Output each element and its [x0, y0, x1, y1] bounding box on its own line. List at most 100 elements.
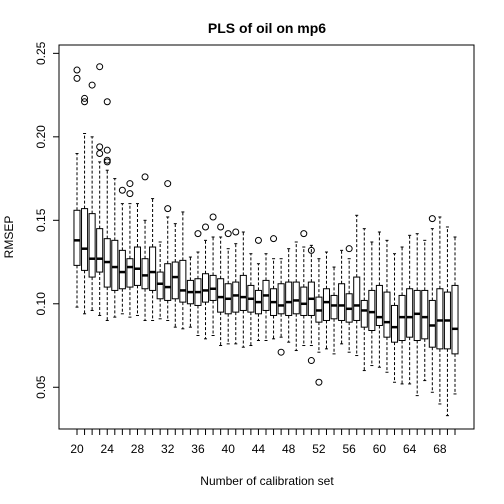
- x-axis-label: Number of calibration set: [200, 474, 334, 488]
- x-tick-label: 20: [70, 442, 84, 456]
- outlier-point: [232, 228, 240, 236]
- outlier-point: [73, 66, 81, 74]
- box-40: [224, 230, 232, 345]
- box-iqr: [171, 261, 179, 300]
- box-20: [73, 66, 81, 308]
- box-53: [322, 251, 331, 350]
- box-51: [307, 244, 315, 365]
- y-axis: 0.05 0.10 0.15 0.20 0.25: [34, 41, 59, 399]
- outlier-point: [194, 230, 202, 238]
- box-iqr: [330, 294, 338, 320]
- box-iqr: [451, 284, 459, 355]
- box-50: [300, 230, 308, 347]
- box-49: [292, 241, 300, 352]
- box-66: [421, 239, 429, 382]
- box-23: [96, 63, 104, 316]
- box-24: [103, 98, 111, 321]
- box-iqr: [111, 239, 119, 291]
- box-67: [428, 215, 436, 393]
- box-54: [330, 266, 338, 355]
- x-axis: 20 24 28 32 36 40 44 48 52 56 60 64 68: [70, 429, 456, 456]
- box-39: [217, 223, 225, 347]
- outlier-point: [103, 98, 111, 106]
- outlier-point: [277, 348, 285, 356]
- x-tick-label: 24: [101, 442, 115, 456]
- x-tick-label: 48: [282, 442, 296, 456]
- boxes-layer: [73, 63, 459, 417]
- box-iqr: [164, 263, 172, 301]
- box-iqr: [73, 209, 81, 266]
- box-iqr: [436, 288, 444, 350]
- box-iqr: [406, 288, 414, 338]
- x-tick-label: 28: [131, 442, 145, 456]
- box-iqr: [217, 278, 225, 313]
- box-iqr: [292, 281, 300, 315]
- box-64: [406, 234, 414, 385]
- box-70: [451, 236, 459, 395]
- box-iqr: [133, 246, 142, 286]
- outlier-point: [81, 98, 89, 106]
- outlier-point: [126, 180, 134, 188]
- box-58: [360, 228, 368, 372]
- box-iqr: [421, 289, 429, 340]
- box-iqr: [232, 281, 240, 313]
- outlier-point: [96, 143, 104, 151]
- outlier-point: [164, 180, 172, 188]
- box-iqr: [368, 289, 376, 331]
- outlier-point: [96, 150, 104, 158]
- outlier-point: [103, 146, 111, 154]
- x-tick-label: 40: [222, 442, 236, 456]
- box-iqr: [285, 281, 293, 316]
- x-tick-label: 68: [433, 442, 447, 456]
- box-60: [375, 231, 383, 368]
- y-tick-label: 0.05: [34, 375, 48, 399]
- x-tick-label: 60: [373, 442, 387, 456]
- outlier-point: [164, 205, 172, 213]
- outlier-point: [81, 94, 89, 102]
- box-45: [262, 253, 270, 342]
- box-iqr: [96, 228, 104, 273]
- box-iqr: [179, 259, 187, 303]
- box-iqr: [239, 274, 247, 311]
- outlier-point: [307, 246, 315, 254]
- box-36: [194, 230, 202, 337]
- box-25: [111, 178, 119, 318]
- box-iqr: [141, 258, 149, 290]
- box-69: [443, 226, 451, 417]
- outlier-point: [202, 223, 210, 231]
- outlier-point: [118, 186, 126, 194]
- y-axis-label: RMSEP: [2, 216, 16, 259]
- box-59: [368, 241, 376, 367]
- box-55: [338, 249, 346, 345]
- box-47: [277, 258, 285, 356]
- box-iqr: [390, 304, 399, 343]
- box-35: [186, 256, 194, 328]
- box-iqr: [81, 208, 89, 271]
- box-22: [88, 81, 96, 311]
- box-iqr: [383, 291, 391, 338]
- outlier-point: [103, 158, 111, 166]
- box-57: [353, 214, 361, 357]
- y-tick-label: 0.25: [34, 41, 48, 65]
- y-tick-label: 0.15: [34, 208, 48, 232]
- box-52: [315, 258, 323, 386]
- box-iqr: [277, 283, 285, 315]
- chart-title: PLS of oil on mp6: [208, 20, 326, 36]
- outlier-point: [300, 230, 308, 238]
- box-33: [171, 223, 179, 328]
- box-iqr: [88, 213, 96, 278]
- box-iqr: [118, 249, 126, 290]
- outlier-point: [254, 236, 262, 244]
- box-32: [164, 180, 172, 321]
- box-41: [232, 228, 240, 345]
- outlier-point: [141, 173, 149, 181]
- outlier-point: [315, 378, 323, 386]
- box-iqr: [156, 271, 164, 300]
- box-iqr: [201, 273, 210, 303]
- outlier-point: [217, 223, 225, 231]
- box-iqr: [300, 286, 308, 316]
- x-tick-label: 36: [191, 442, 205, 456]
- box-iqr: [360, 299, 368, 328]
- outlier-point: [270, 235, 278, 243]
- box-iqr: [338, 283, 346, 321]
